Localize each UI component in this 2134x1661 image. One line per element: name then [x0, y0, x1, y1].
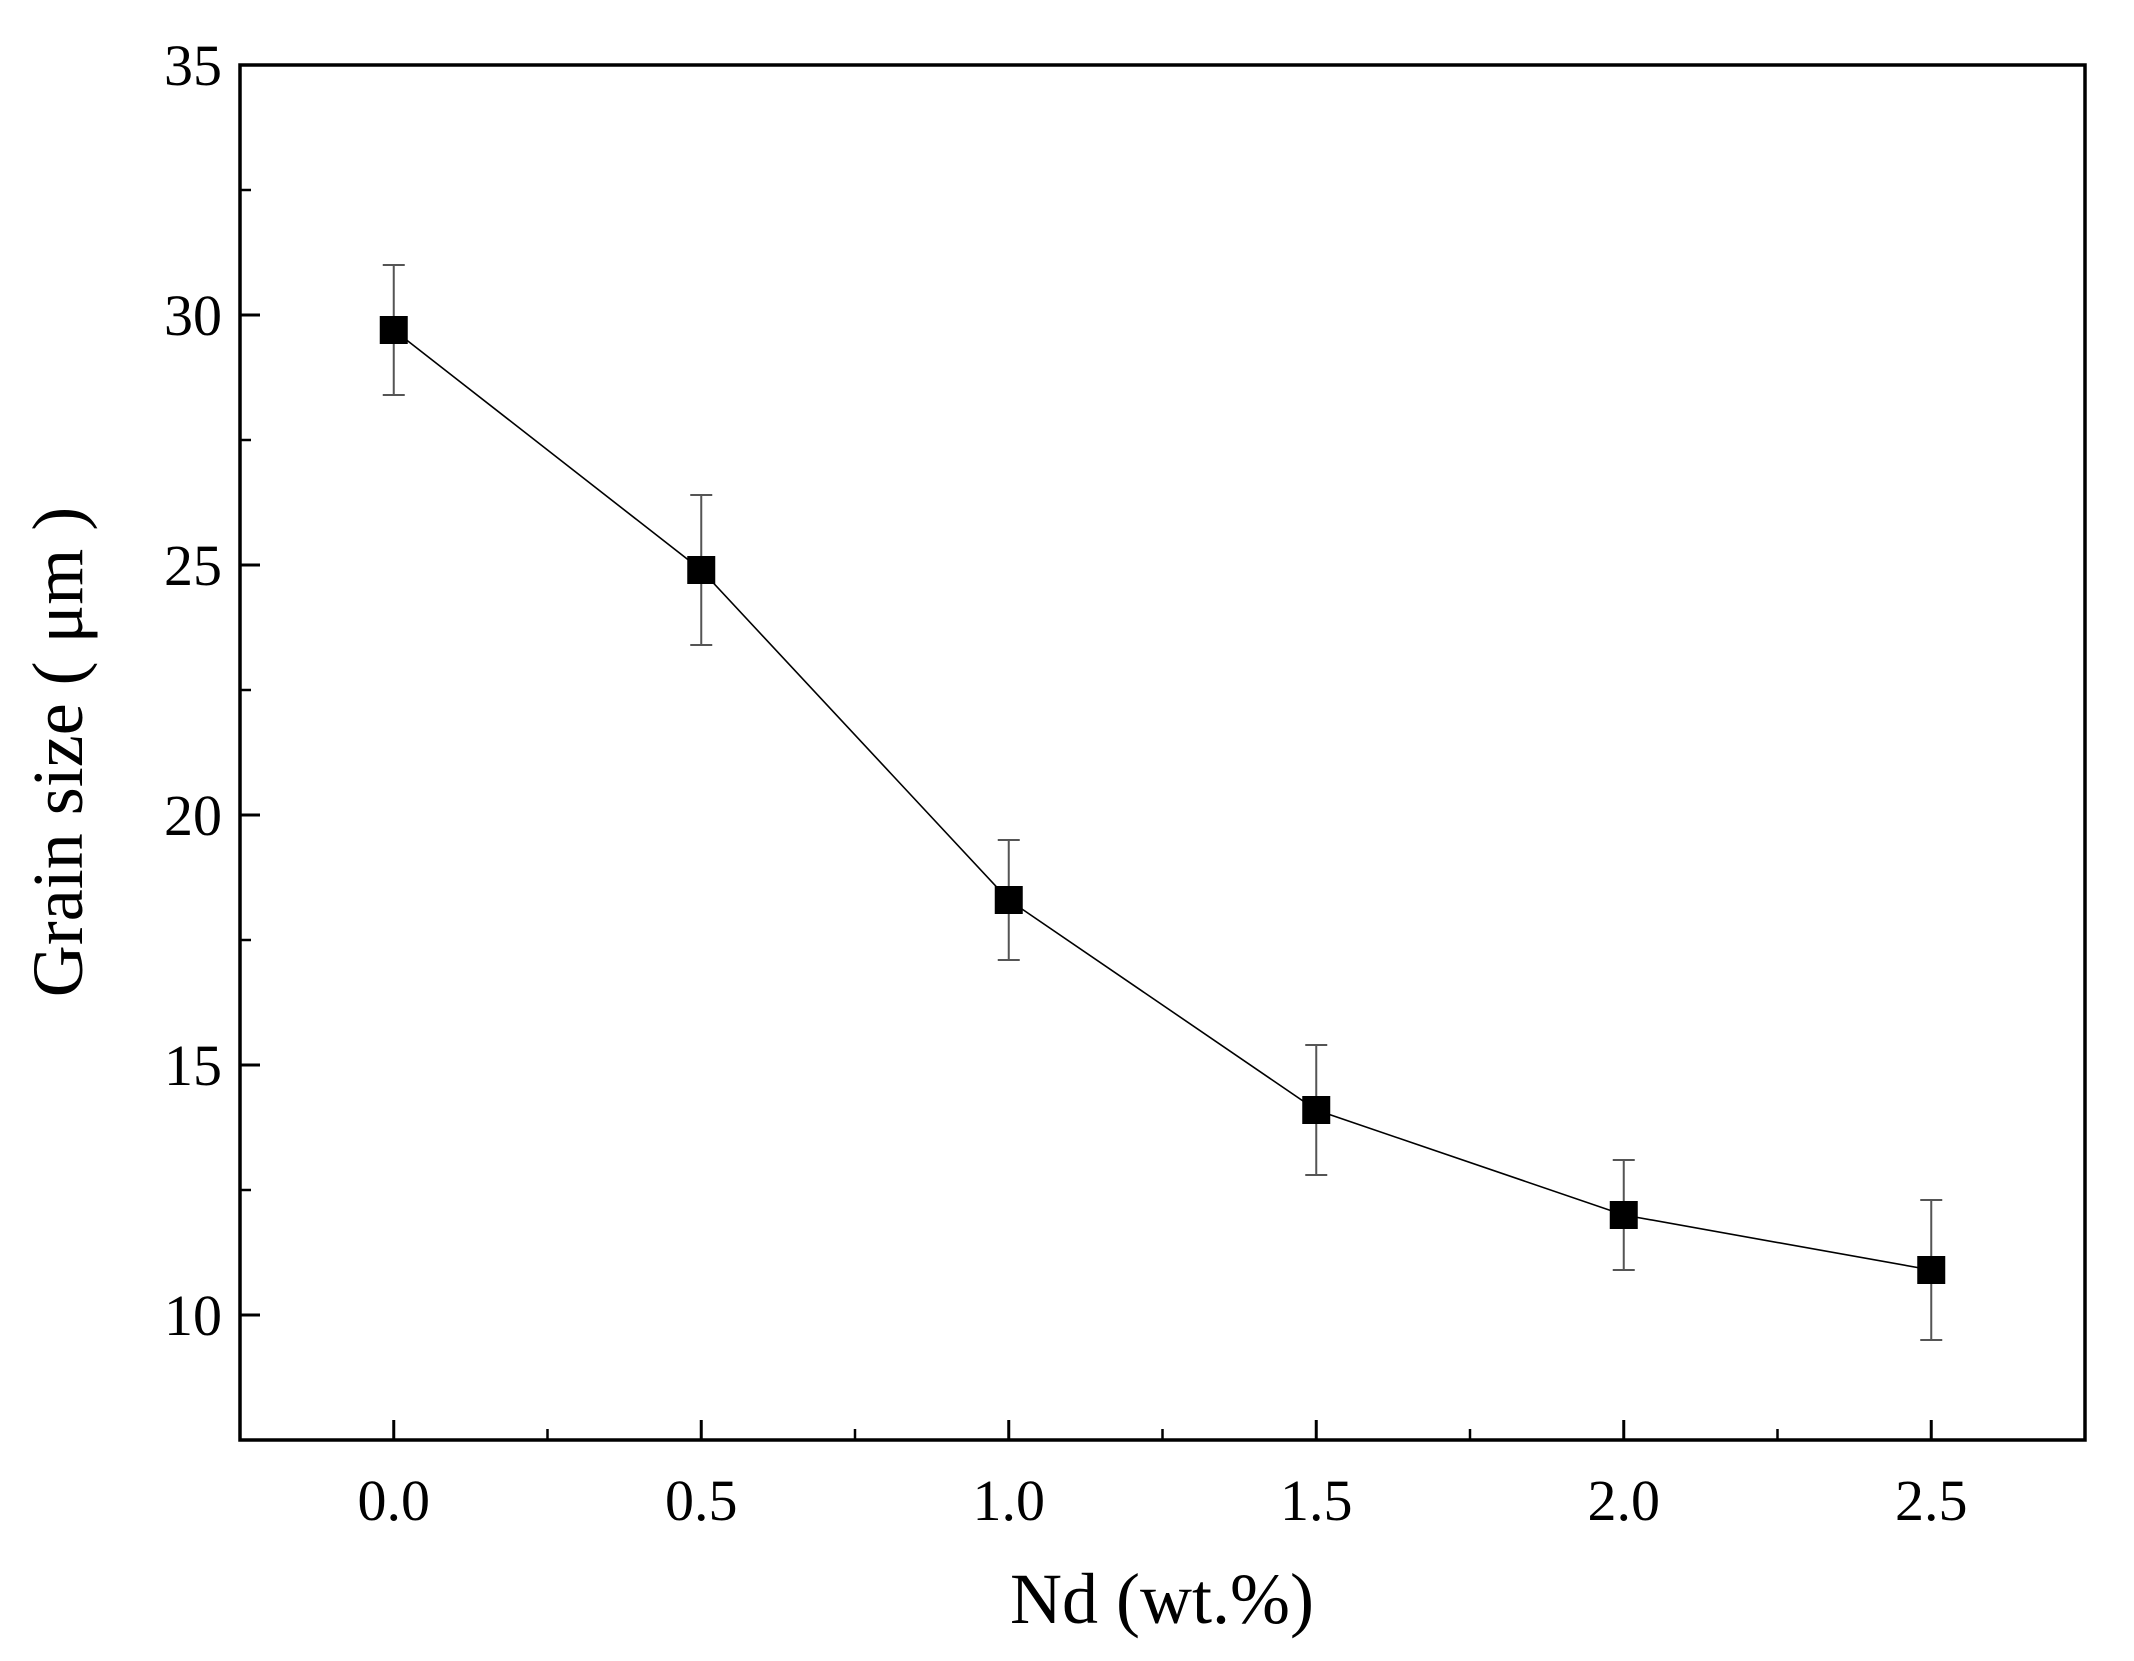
data-point-marker	[1609, 1201, 1638, 1229]
data-point-marker	[1917, 1256, 1946, 1284]
series-line	[393, 329, 1932, 1271]
x-axis-ticks: 0.0 0.5 1.0 1.5 2.0 2.5	[358, 1420, 1968, 1533]
plot-frame	[238, 63, 2087, 1442]
x-tick-label: 1.5	[1280, 1468, 1353, 1533]
data-point-marker	[687, 556, 716, 584]
data-series	[379, 264, 1946, 1341]
x-tick-label: 2.5	[1895, 1468, 1968, 1533]
x-tick-label: 0.0	[358, 1468, 431, 1533]
y-tick-label: 15	[164, 1033, 222, 1098]
y-tick-label: 35	[164, 33, 222, 98]
x-tick-label: 0.5	[665, 1468, 738, 1533]
y-tick-label: 25	[164, 533, 222, 598]
y-tick-label: 20	[164, 783, 222, 848]
y-tick-label: 30	[164, 283, 222, 348]
y-axis-title: Grain size ( μm )	[18, 507, 98, 997]
x-axis-title: Nd (wt.%)	[1010, 1559, 1314, 1639]
y-axis-ticks: 10 15 20 25 30 35	[164, 33, 260, 1348]
data-point-marker	[379, 316, 408, 344]
x-tick-label: 1.0	[973, 1468, 1046, 1533]
data-point-marker	[1302, 1096, 1331, 1124]
y-tick-label: 10	[164, 1283, 222, 1348]
x-tick-label: 2.0	[1588, 1468, 1661, 1533]
data-point-marker	[994, 886, 1023, 914]
